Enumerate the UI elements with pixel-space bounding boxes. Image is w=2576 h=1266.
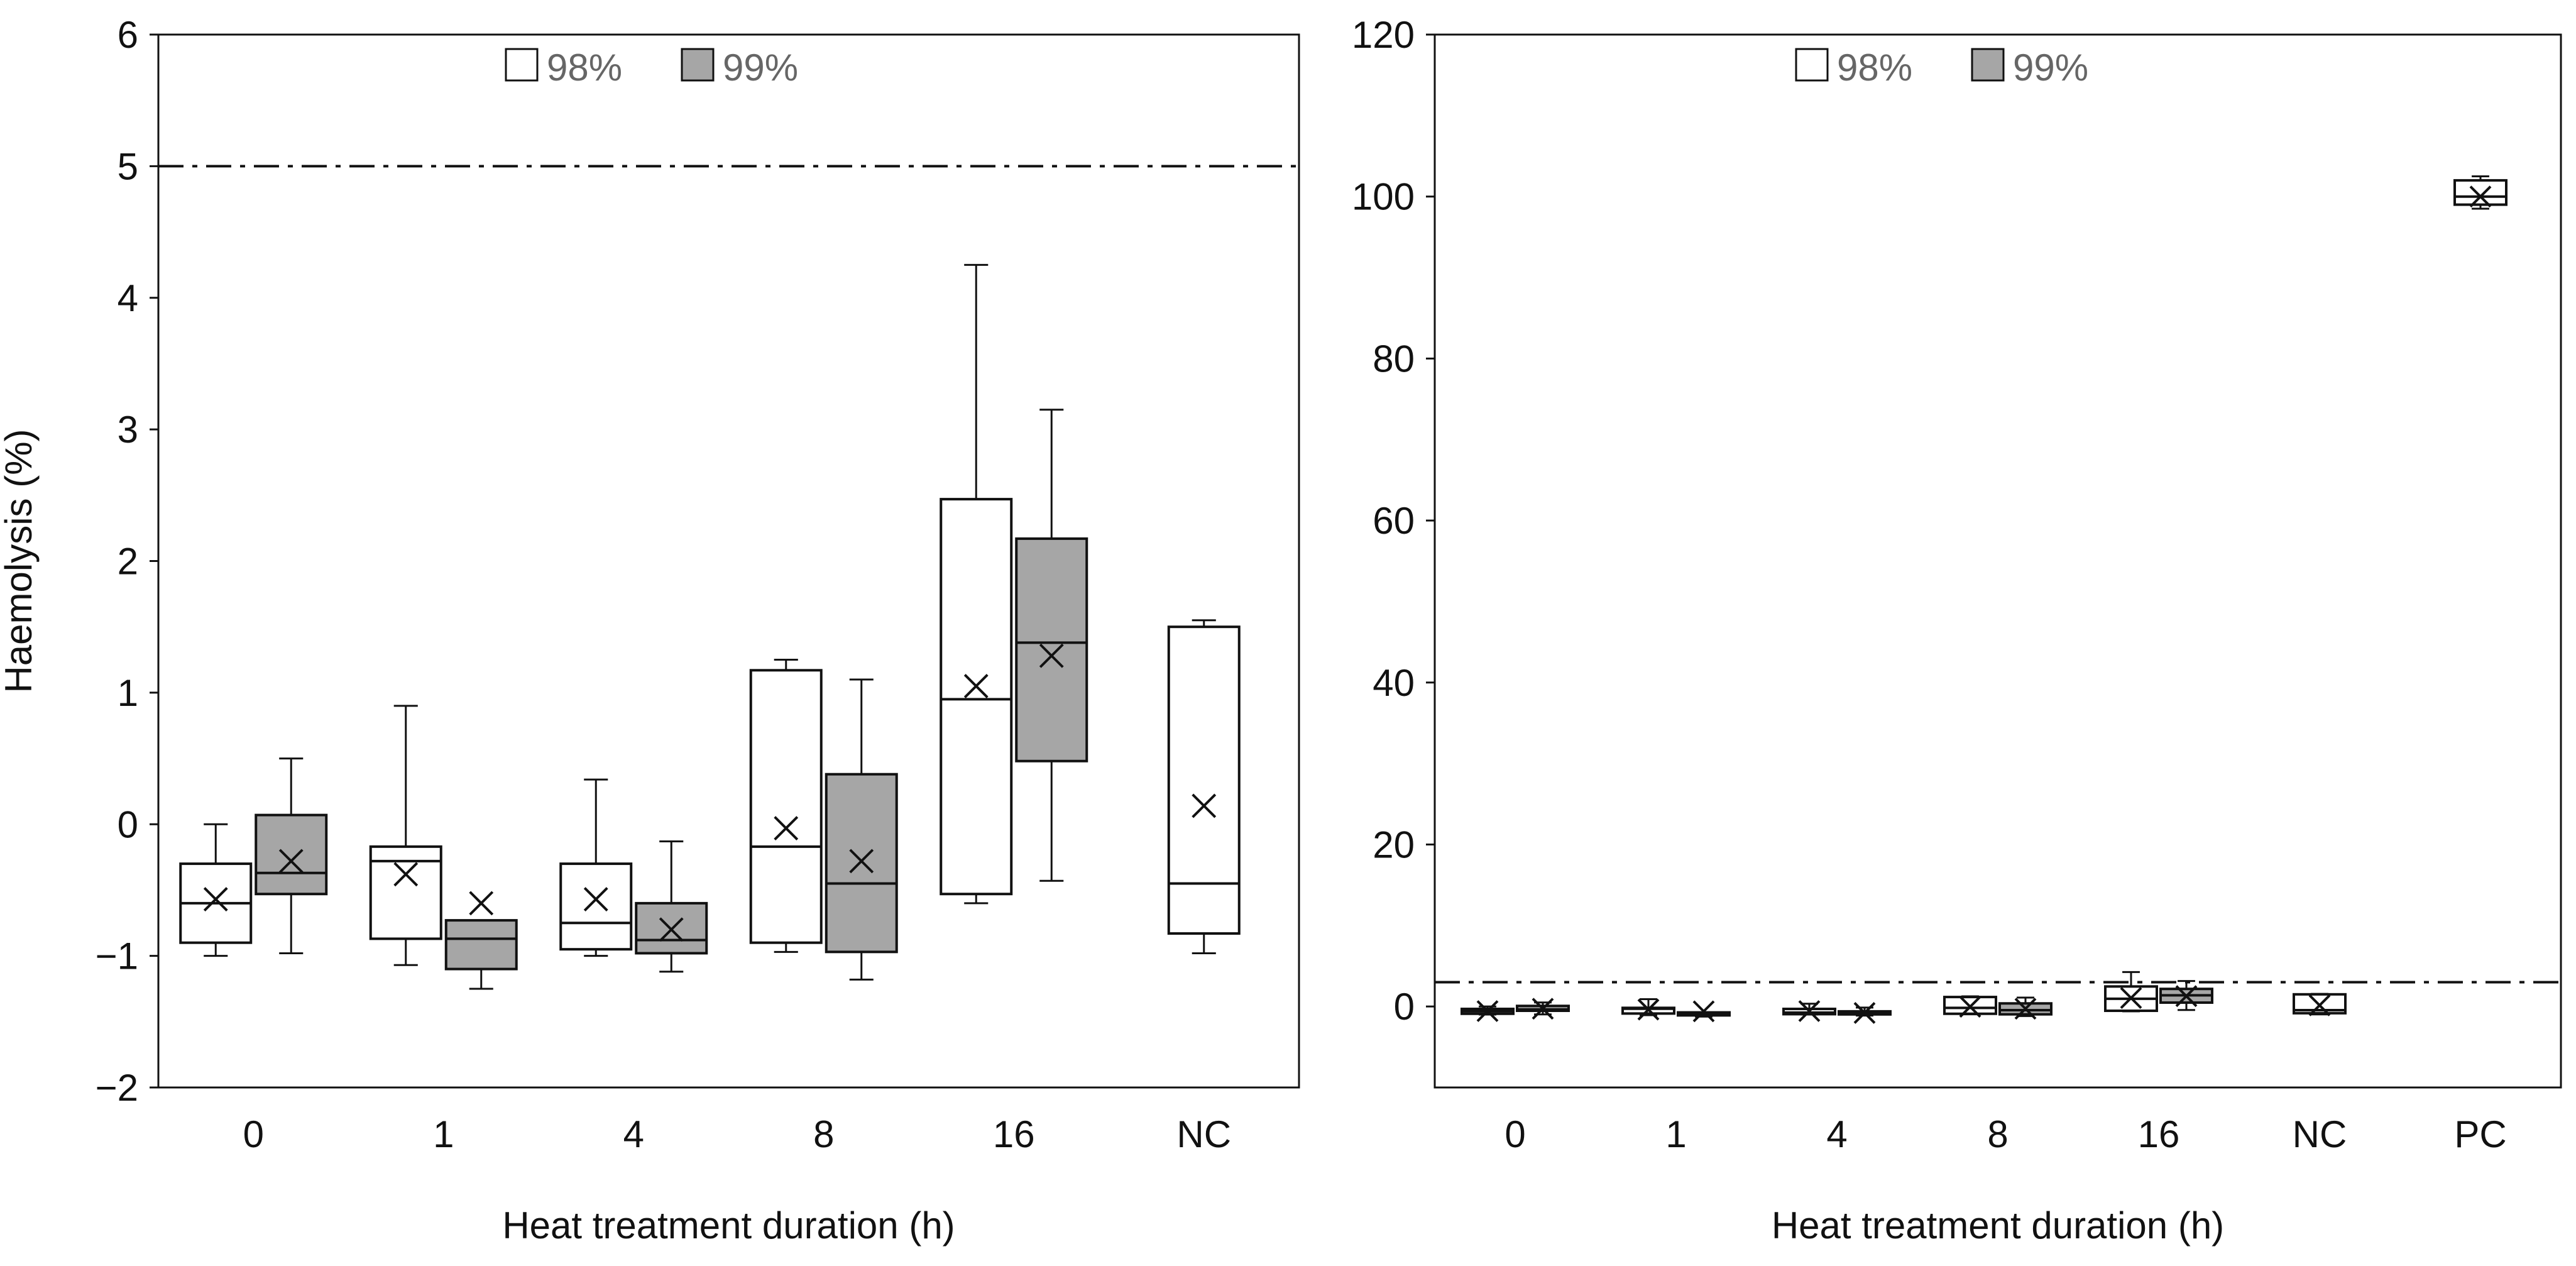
y-tick-label: 100 — [1352, 176, 1415, 218]
y-tick-label: 3 — [118, 409, 138, 451]
x-tick-label: 1 — [1665, 1113, 1686, 1155]
x-tick-label: 4 — [1826, 1113, 1847, 1155]
box-98pct-NC — [2293, 993, 2347, 1016]
box-98pct-8 — [749, 659, 823, 953]
y-tick-label: 6 — [118, 14, 138, 56]
legend-swatch — [505, 48, 539, 82]
x-tick-label: 8 — [813, 1113, 834, 1155]
mean-marker — [2120, 987, 2142, 1010]
box-98pct-4 — [1782, 1000, 1836, 1022]
mean-marker — [583, 887, 608, 912]
box-iqr — [2453, 179, 2507, 206]
mean-marker — [1853, 1002, 1876, 1024]
x-axis-label: Heat treatment duration (h) — [1772, 1204, 2224, 1247]
mean-marker — [1798, 1000, 1821, 1022]
x-tick-label: 16 — [993, 1113, 1035, 1155]
box-99pct-16 — [1015, 409, 1088, 882]
box-98pct-1 — [369, 705, 442, 966]
box-99pct-8 — [1998, 996, 2053, 1020]
legend-label: 99% — [2013, 47, 2088, 89]
mean-marker — [203, 887, 228, 912]
box-98pct-8 — [1943, 995, 1997, 1018]
box-98pct-16 — [940, 263, 1013, 905]
y-tick-label: 0 — [1394, 986, 1415, 1028]
x-tick-label: 1 — [433, 1113, 454, 1155]
box-iqr — [1015, 537, 1088, 762]
box-99pct-0 — [255, 757, 328, 954]
mean-marker — [278, 849, 304, 874]
box-99pct-0 — [1516, 998, 1570, 1020]
legend-label: 99% — [723, 47, 798, 89]
mean-marker — [2175, 985, 2198, 1008]
box-iqr — [1167, 625, 1241, 935]
box-98pct-NC — [1167, 619, 1241, 954]
box-99pct-16 — [2159, 980, 2213, 1011]
box-98pct-0 — [1461, 1000, 1515, 1022]
mean-marker — [2469, 185, 2492, 208]
y-tick-label: −2 — [96, 1067, 138, 1109]
box-98pct-4 — [559, 778, 633, 957]
y-tick-label: 1 — [118, 672, 138, 714]
y-tick-label: 80 — [1373, 338, 1415, 380]
plot-frame-1 — [157, 33, 1300, 1089]
mean-marker — [849, 849, 874, 874]
x-tick-label: 0 — [1504, 1113, 1525, 1155]
mean-marker — [1476, 1000, 1499, 1022]
mean-marker — [1959, 996, 1981, 1018]
x-tick-label: NC — [2293, 1113, 2347, 1155]
x-axis-label: Heat treatment duration (h) — [502, 1204, 955, 1247]
x-tick-label: 0 — [243, 1113, 264, 1155]
y-tick-label: 60 — [1373, 500, 1415, 542]
y-axis-label: Haemolysis (%) — [0, 429, 40, 693]
mean-marker — [1532, 998, 1554, 1020]
box-iqr — [940, 498, 1013, 896]
mean-marker — [1192, 793, 1217, 818]
box-iqr — [255, 813, 328, 896]
mean-marker — [774, 816, 799, 840]
mean-marker — [469, 891, 494, 916]
mean-marker — [1039, 643, 1064, 668]
box-99pct-1 — [444, 891, 518, 990]
x-tick-label: 4 — [623, 1113, 644, 1155]
box-98pct-PC — [2453, 175, 2507, 210]
y-tick-label: 40 — [1373, 662, 1415, 704]
mean-marker — [963, 673, 989, 698]
x-tick-label: PC — [2454, 1113, 2506, 1155]
box-98pct-1 — [1621, 998, 1675, 1021]
box-99pct-8 — [825, 678, 898, 981]
mean-marker — [659, 917, 684, 942]
box-iqr — [559, 862, 633, 951]
y-tick-label: −1 — [96, 935, 138, 977]
box-99pct-4 — [1838, 1002, 1892, 1024]
box-iqr — [825, 773, 898, 954]
x-tick-label: 16 — [2138, 1113, 2180, 1155]
box-99pct-1 — [1677, 1000, 1731, 1023]
x-tick-label: NC — [1176, 1113, 1231, 1155]
box-98pct-16 — [2104, 971, 2158, 1013]
box-99pct-4 — [635, 840, 708, 973]
mean-marker — [2308, 994, 2331, 1016]
box-iqr — [444, 919, 518, 971]
y-tick-label: 2 — [118, 541, 138, 583]
legend-label: 98% — [547, 47, 622, 89]
legend-swatch — [1795, 48, 1829, 82]
y-tick-label: 120 — [1352, 14, 1415, 56]
legend-swatch — [681, 48, 715, 82]
plot-frame-2 — [1433, 33, 2562, 1089]
y-tick-label: 5 — [118, 145, 138, 187]
mean-marker — [1692, 1000, 1715, 1023]
y-tick-label: 4 — [118, 277, 138, 319]
y-tick-label: 20 — [1373, 823, 1415, 866]
mean-marker — [1637, 998, 1660, 1021]
box-iqr — [749, 669, 823, 944]
box-98pct-0 — [179, 823, 253, 957]
mean-marker — [393, 862, 419, 887]
legend-label: 98% — [1837, 47, 1912, 89]
mean-marker — [2014, 998, 2037, 1020]
x-tick-label: 8 — [1987, 1113, 2008, 1155]
y-tick-label: 0 — [118, 803, 138, 845]
legend-swatch — [1971, 48, 2005, 82]
